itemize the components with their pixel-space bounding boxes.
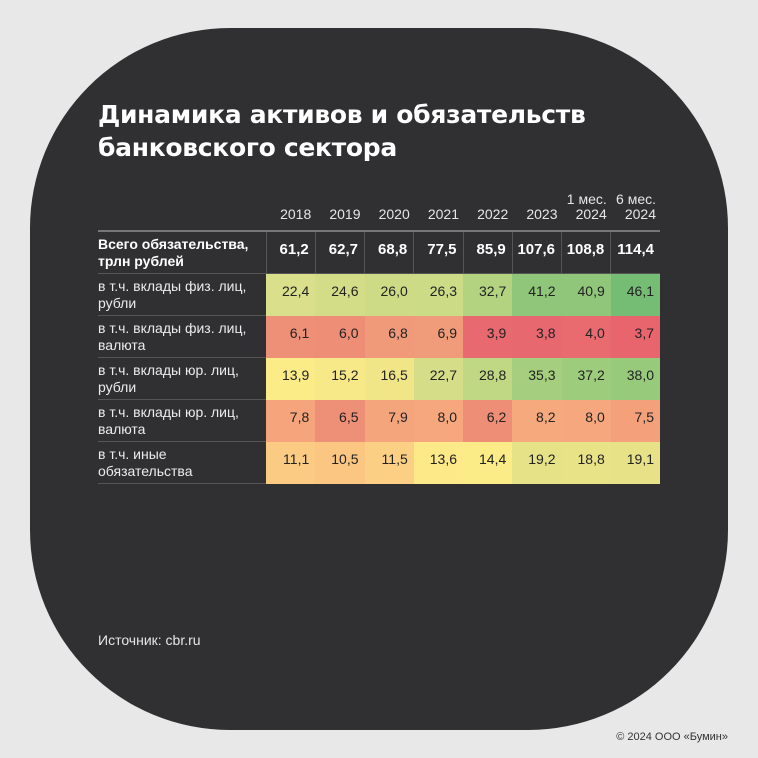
row-label-line: в т.ч. вклады юр. лиц, [98,361,239,378]
value-cell: 28,8 [463,357,513,400]
value-cell: 40,9 [561,273,611,316]
value-cell: 15,2 [315,357,365,400]
column-header: 2019 [315,192,365,232]
value-cell: 8,0 [413,399,463,442]
column-header-year: 2018 [280,206,312,222]
value-cell: 4,0 [561,315,611,358]
value-cell: 13,6 [413,441,463,484]
column-header-top: 1 мес. [566,191,607,207]
table-row: в т.ч. вклады юр. лиц, рубли 13,9 15,2 16,5 2… [98,357,660,400]
value-cell: 6,8 [364,315,414,358]
value-cell: 22,4 [266,273,316,316]
column-header-year: 2023 [526,206,558,222]
value-cell: 7,9 [364,399,414,442]
row-label-line: в т.ч. иные [98,445,167,462]
title-line-1: Динамика активов и обязательств [98,100,586,129]
title-line-2: банковского сектора [98,133,397,162]
value-cell: 16,5 [364,357,414,400]
value-cell: 6,2 [463,399,513,442]
table-row: в т.ч. иные обязательства 11,1 10,5 11,5 13,6… [98,441,660,484]
row-label: в т.ч. вклады юр. лиц, рубли [98,357,266,400]
row-label-line: рубли [98,378,137,395]
heatmap-table: 2018 2019 2020 2021 2022 2023 1 мес. 2024 6 мес.… [98,192,660,484]
row-label-line: в т.ч. вклады юр. лиц, [98,403,239,420]
value-cell: 19,2 [512,441,562,484]
value-cell: 62,7 [314,231,365,274]
value-cell: 6,9 [413,315,463,358]
column-header: 2022 [463,192,513,232]
row-label-line: в т.ч. вклады физ. лиц, [98,319,247,336]
column-header-top: 6 мес. [616,191,656,207]
value-cell: 61,2 [265,231,316,274]
value-cell: 13,9 [266,357,316,400]
value-cell: 3,7 [610,315,660,358]
column-header-year: 2024 [624,206,656,222]
row-label: в т.ч. вклады юр. лиц, валюта [98,399,266,442]
value-cell: 7,8 [266,399,316,442]
row-label-line: валюта [98,420,146,437]
value-cell: 7,5 [610,399,660,442]
row-label-line: рубли [98,294,137,311]
column-header: 2020 [364,192,414,232]
page-title: Динамика активов и обязательств банковско… [98,98,586,164]
value-cell: 11,5 [364,441,414,484]
table-row: в т.ч. вклады физ. лиц, рубли 22,4 24,6 26,0… [98,273,660,316]
column-header-year: 2022 [477,206,509,222]
row-label-line: Всего обязательства, [98,235,249,252]
row-label: в т.ч. вклады физ. лиц, рубли [98,273,266,316]
value-cell: 77,5 [413,231,463,274]
value-cell: 6,0 [315,315,365,358]
value-cell: 37,2 [561,357,611,400]
value-cell: 3,8 [512,315,562,358]
value-cell: 24,6 [315,273,365,316]
value-cell: 68,8 [363,231,414,274]
source-note: Источник: cbr.ru [98,632,201,648]
value-cell: 41,2 [512,273,562,316]
row-label-line: обязательства [98,462,193,479]
column-header: 2018 [266,192,316,232]
value-cell: 85,9 [462,231,513,274]
row-label-line: валюта [98,336,146,353]
column-header: 6 мес. 2024 [610,191,660,232]
column-header: 2023 [512,192,562,232]
row-label-line: в т.ч. вклады физ. лиц, [98,277,247,294]
table-row: в т.ч. вклады юр. лиц, валюта 7,8 6,5 7,9 8,0… [98,399,660,442]
value-cell: 10,5 [315,441,365,484]
value-cell: 26,3 [413,273,463,316]
row-label: Всего обязательства, трлн рублей [98,231,266,274]
column-header: 2021 [413,192,463,232]
value-cell: 114,4 [610,231,660,274]
table-row: в т.ч. вклады физ. лиц, валюта 6,1 6,0 6,8 6,… [98,315,660,358]
value-cell: 38,0 [610,357,660,400]
row-label-line: трлн рублей [98,252,184,269]
value-cell: 3,9 [463,315,513,358]
value-cell: 22,7 [413,357,463,400]
row-label: в т.ч. иные обязательства [98,441,266,484]
column-header-year: 2021 [427,206,459,222]
value-cell: 6,5 [315,399,365,442]
value-cell: 46,1 [610,273,660,316]
value-cell: 107,6 [511,231,562,274]
header-blank [98,192,266,232]
value-cell: 26,0 [364,273,414,316]
value-cell: 6,1 [266,315,316,358]
value-cell: 32,7 [463,273,513,316]
value-cell: 14,4 [463,441,513,484]
column-header: 1 мес. 2024 [561,191,611,232]
value-cell: 35,3 [512,357,562,400]
value-cell: 18,8 [561,441,611,484]
value-cell: 19,1 [610,441,660,484]
value-cell: 11,1 [266,441,316,484]
column-header-year: 2020 [378,206,410,222]
row-label: в т.ч. вклады физ. лиц, валюта [98,315,266,358]
value-cell: 8,0 [561,399,611,442]
value-cell: 8,2 [512,399,562,442]
total-row: Всего обязательства, трлн рублей 61,2 62,7 6… [98,231,660,274]
copyright: © 2024 ООО «Бумин» [616,731,728,743]
column-header-year: 2019 [329,206,361,222]
column-header-year: 2024 [575,206,607,222]
value-cell: 108,8 [560,231,611,274]
